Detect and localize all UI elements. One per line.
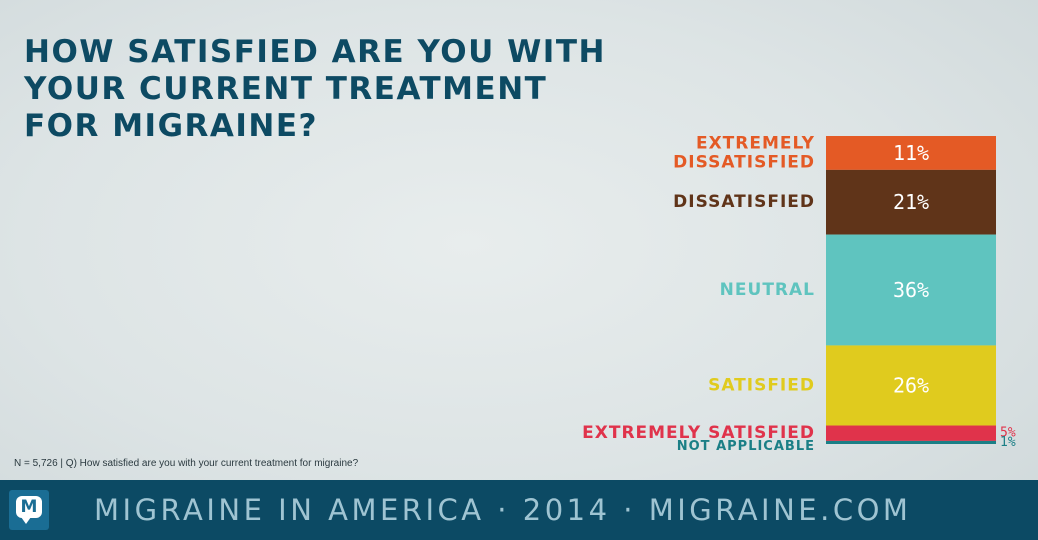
footer-text: MIGRAINE IN AMERICA · 2014 · MIGRAINE.CO… (94, 493, 912, 527)
footnote: N = 5,726 | Q) How satisfied are you wit… (14, 458, 359, 469)
category-label-extremely-dissatisfied-line-1: EXTREMELY (696, 133, 815, 153)
chart-title: HOW SATISFIED ARE YOU WITH YOUR CURRENT … (24, 34, 606, 145)
category-label-extremely-dissatisfied-line-2: DISSATISFIED (673, 152, 815, 172)
title-line-3: FOR MIGRAINE? (24, 108, 319, 144)
footer-bar (0, 480, 1038, 540)
category-label-satisfied: SATISFIED (708, 375, 815, 395)
category-label-neutral: NEUTRAL (720, 280, 815, 300)
value-label-satisfied: 26% (893, 373, 929, 397)
category-label-not-applicable: NOT APPLICABLE (677, 439, 815, 454)
bar-segment-dissatisfied (826, 169, 996, 235)
value-label-neutral: 36% (893, 278, 929, 302)
stacked-bar-chart: 11%EXTREMELYDISSATISFIED21%DISSATISFIED3… (582, 133, 1016, 454)
bar-segment-not-applicable (826, 440, 996, 444)
logo-bubble-tail (21, 517, 31, 524)
bar-segment-satisfied (826, 345, 996, 426)
bar-segment-extremely-satisfied (826, 425, 996, 441)
bar-segment-neutral (826, 234, 996, 346)
title-line-1: HOW SATISFIED ARE YOU WITH (24, 34, 606, 70)
value-label-not-applicable: 1% (1000, 435, 1016, 450)
value-label-extremely-satisfied: 5% (1000, 426, 1016, 441)
bar-segment-extremely-dissatisfied (826, 136, 996, 170)
category-label-extremely-satisfied: EXTREMELY SATISFIED (582, 423, 815, 443)
value-label-dissatisfied: 21% (893, 190, 929, 214)
category-label-dissatisfied: DISSATISFIED (673, 192, 815, 212)
value-label-extremely-dissatisfied: 11% (893, 141, 929, 165)
logo-letter: M (16, 496, 42, 518)
title-line-2: YOUR CURRENT TREATMENT (24, 71, 548, 107)
migraine-logo-icon[interactable]: M (9, 490, 49, 530)
